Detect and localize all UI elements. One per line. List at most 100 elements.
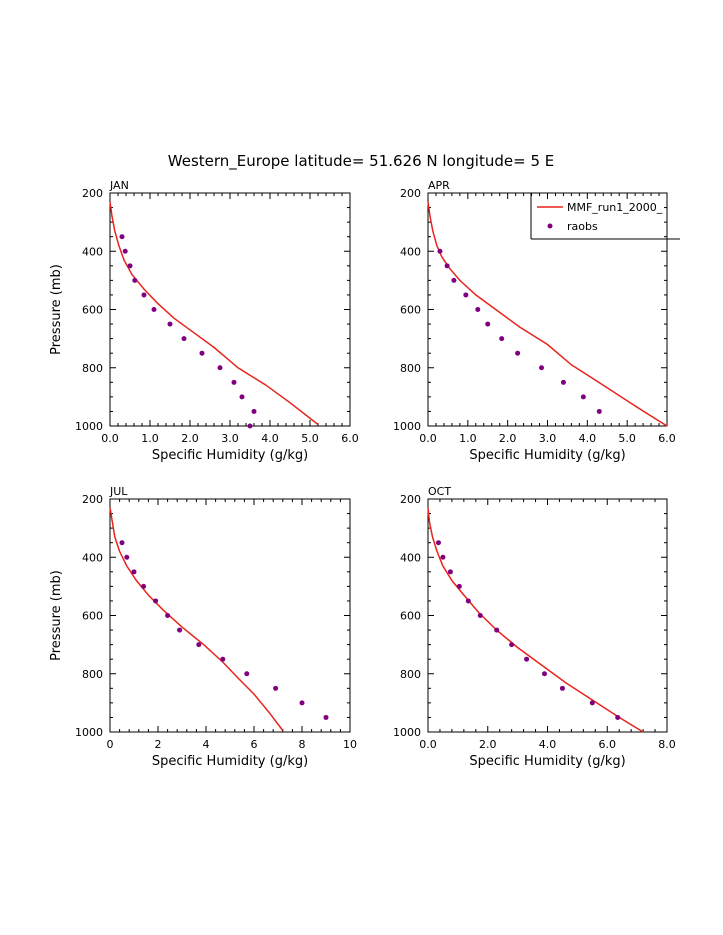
model-line — [427, 201, 668, 427]
raobs-point — [437, 248, 443, 254]
panel-oct: 0.0 2.0 4.0 6.0 8.0 200 400 600 800 1000 OCT Specif… — [393, 485, 676, 769]
x-tick-label: 6.0 — [341, 432, 359, 445]
x-tick-label: 1.0 — [459, 432, 477, 445]
raobs-point — [515, 350, 521, 356]
raobs-point — [220, 656, 226, 662]
panel-label: OCT — [428, 485, 451, 498]
raobs-point — [524, 656, 530, 662]
plot-frame — [109, 498, 351, 733]
raobs-point — [444, 263, 450, 269]
y-tick-label: 600 — [400, 304, 421, 317]
y-axis-label: Pressure (mb) — [49, 264, 64, 355]
raobs-point — [447, 569, 453, 575]
raobs-point — [132, 277, 138, 283]
raobs-point — [596, 408, 602, 414]
raobs-point — [589, 700, 595, 706]
raobs-point — [451, 277, 457, 283]
raobs-point — [251, 408, 257, 414]
panel-apr: 0.0 1.0 2.0 3.0 4.0 5.0 6.0 200 400 600 800 1000 APR… — [393, 179, 680, 463]
raobs-point — [244, 671, 250, 677]
raobs-point — [477, 613, 483, 618]
raobs-point — [122, 248, 128, 254]
x-axis-label: Specific Humidity (g/kg) — [152, 448, 308, 463]
raobs-point — [167, 321, 173, 327]
y-tick-label: 600 — [82, 610, 103, 623]
y-tick-label: 400 — [400, 245, 421, 258]
raobs-point — [124, 554, 130, 560]
x-tick-label: 6.0 — [599, 738, 617, 751]
panel-label: APR — [428, 179, 450, 192]
panel-label: JUL — [109, 485, 128, 498]
y-tick-label: 200 — [82, 187, 103, 200]
x-tick-label: 2.0 — [499, 432, 517, 445]
plot-frame — [109, 192, 351, 427]
raobs-point — [131, 569, 137, 575]
raobs-point — [299, 700, 305, 706]
raobs-point — [273, 685, 279, 691]
raobs-point — [456, 583, 462, 589]
figure-title: Western_Europe latitude= 51.626 N longit… — [168, 152, 554, 171]
raobs-point — [127, 263, 133, 269]
model-line — [427, 507, 644, 733]
x-tick-label: 2.0 — [479, 738, 497, 751]
y-axis-label: Pressure (mb) — [49, 570, 64, 661]
x-axis-label: Specific Humidity (g/kg) — [152, 754, 308, 769]
x-tick-label: 4.0 — [579, 432, 597, 445]
raobs-point — [435, 540, 441, 546]
x-tick-label: 8.0 — [658, 738, 676, 751]
raobs-point — [217, 365, 223, 371]
x-tick-label: 5.0 — [618, 432, 636, 445]
raobs-point — [181, 336, 187, 342]
y-tick-label: 800 — [400, 362, 421, 375]
raobs-point — [542, 671, 548, 677]
raobs-point — [199, 350, 205, 356]
y-tick-label: 1000 — [75, 726, 103, 739]
x-tick-label: 4 — [203, 738, 210, 751]
raobs-point — [177, 627, 183, 633]
model-line — [109, 507, 284, 731]
panel-label: JAN — [109, 179, 129, 192]
raobs-point — [580, 394, 586, 400]
plot-frame — [427, 192, 668, 427]
x-axis-label: Specific Humidity (g/kg) — [469, 754, 625, 769]
panel-jan: 0.0 1.0 2.0 3.0 4.0 5.0 6.0 200 400 600 800 1000 JAN… — [49, 179, 359, 463]
raobs-point — [141, 583, 147, 589]
raobs-point — [463, 292, 469, 298]
y-tick-label: 1000 — [393, 726, 421, 739]
legend-obs-swatch — [547, 223, 553, 229]
x-tick-label: 10 — [343, 738, 357, 751]
raobs-point — [465, 598, 471, 604]
y-tick-label: 200 — [400, 493, 421, 506]
x-tick-label: 5.0 — [301, 432, 319, 445]
y-tick-label: 600 — [82, 304, 103, 317]
y-tick-label: 800 — [82, 668, 103, 681]
y-tick-label: 1000 — [75, 420, 103, 433]
legend: MMF_run1_2000_raobs — [530, 193, 680, 240]
legend-obs-label: raobs — [567, 220, 598, 233]
raobs-point — [559, 685, 565, 691]
x-tick-label: 0.0 — [419, 738, 437, 751]
y-tick-label: 800 — [400, 668, 421, 681]
y-tick-label: 600 — [400, 610, 421, 623]
raobs-point — [151, 307, 157, 312]
raobs-point — [499, 336, 505, 342]
raobs-point — [141, 292, 147, 298]
x-tick-label: 6.0 — [658, 432, 676, 445]
model-line — [109, 201, 319, 426]
x-tick-label: 3.0 — [539, 432, 557, 445]
raobs-point — [119, 234, 125, 240]
raobs-point — [440, 554, 446, 560]
raobs-point — [196, 642, 202, 648]
x-tick-label: 4.0 — [261, 432, 279, 445]
x-tick-label: 1.0 — [141, 432, 159, 445]
x-tick-label: 2 — [155, 738, 162, 751]
y-tick-label: 400 — [82, 245, 103, 258]
x-tick-label: 4.0 — [539, 738, 557, 751]
y-tick-label: 200 — [82, 493, 103, 506]
raobs-point — [239, 394, 245, 400]
raobs-point — [485, 321, 491, 327]
raobs-point — [153, 598, 159, 604]
raobs-point — [494, 627, 500, 633]
raobs-point — [475, 307, 481, 312]
